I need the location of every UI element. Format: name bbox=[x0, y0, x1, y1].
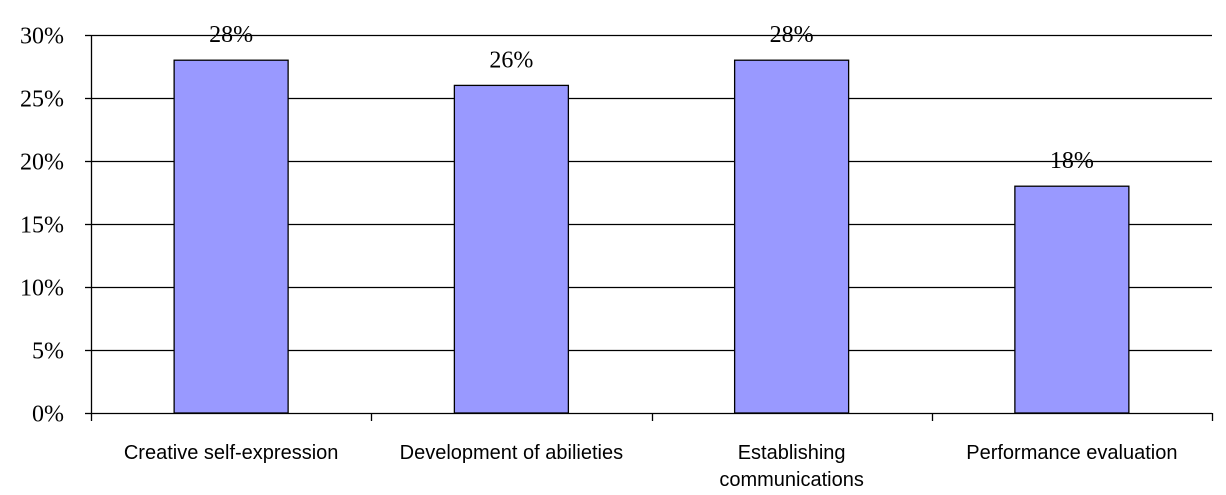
x-tick-label: Performance evaluation bbox=[966, 442, 1177, 464]
x-tick-label: communications bbox=[719, 469, 864, 491]
y-tick-label: 30% bbox=[20, 24, 64, 50]
data-label: 28% bbox=[209, 22, 253, 48]
x-tick-label: Creative self-expression bbox=[124, 442, 339, 464]
bar bbox=[173, 59, 289, 414]
y-tick-label: 15% bbox=[20, 213, 64, 239]
data-label: 28% bbox=[770, 22, 814, 48]
bars bbox=[173, 59, 1130, 414]
labels: 0% 5% 10% 15% 20% 25% 30% 28% Creative self-expr… bbox=[20, 22, 1177, 491]
data-label: 18% bbox=[1050, 148, 1094, 174]
bar bbox=[1014, 185, 1130, 414]
x-tick-label: Development of abilieties bbox=[400, 442, 623, 464]
y-tick-label: 25% bbox=[20, 87, 64, 113]
y-tick-label: 0% bbox=[32, 402, 64, 428]
bar bbox=[733, 59, 850, 414]
y-tick-label: 10% bbox=[20, 276, 64, 302]
bar bbox=[453, 84, 570, 414]
x-tick-label: Establishing bbox=[738, 442, 846, 464]
data-label: 26% bbox=[489, 47, 533, 73]
axes bbox=[85, 34, 1214, 421]
y-tick-label: 5% bbox=[32, 339, 64, 365]
y-tick-label: 20% bbox=[20, 150, 64, 176]
